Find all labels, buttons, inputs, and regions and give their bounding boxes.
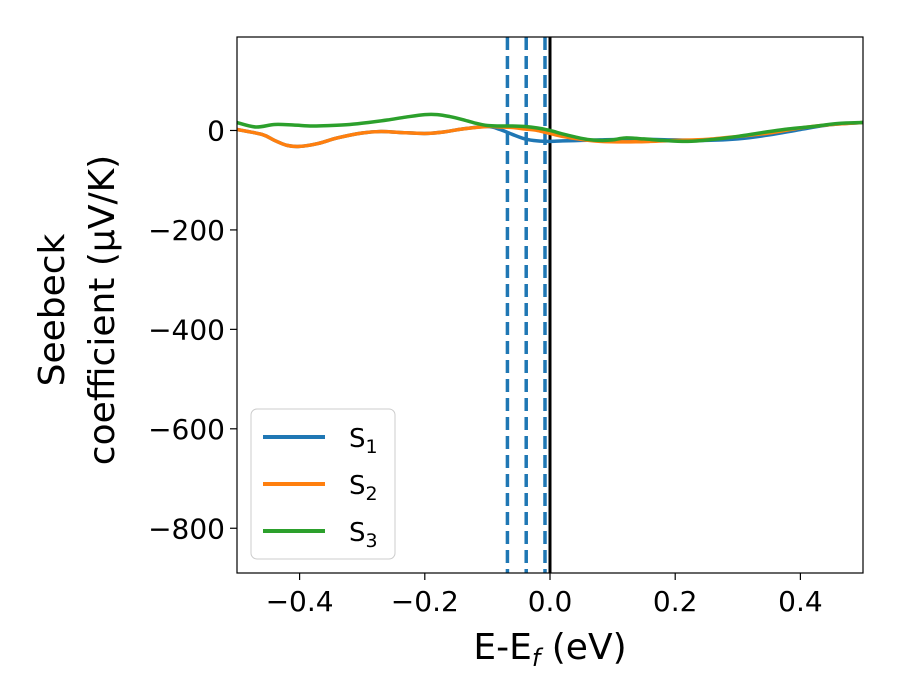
x-axis-ticks: −0.4 −0.2 0.0 0.2 0.4 [266, 573, 823, 618]
x-tick-label: −0.4 [266, 585, 334, 618]
legend: S1 S2 S3 [250, 408, 396, 560]
vertical-markers [505, 37, 552, 573]
x-axis-label: E-Ef (eV) [473, 627, 626, 672]
y-tick-label: −600 [148, 413, 225, 446]
series-line-s3 [237, 112, 863, 144]
y-tick-label: −200 [148, 214, 225, 247]
x-tick-label: −0.2 [391, 585, 459, 618]
legend-label-s3: S3 [349, 518, 378, 552]
legend-label-s2: S2 [349, 471, 378, 505]
x-tick-label: 0.0 [528, 585, 573, 618]
y-axis-label-line1: Seebeck [32, 233, 73, 386]
legend-label-s1: S1 [349, 424, 378, 458]
y-axis-ticks: 0 −200 −400 −600 −800 [148, 114, 237, 545]
x-tick-label: 0.4 [778, 585, 823, 618]
y-tick-label: −400 [148, 313, 225, 346]
y-tick-label: −800 [148, 512, 225, 545]
series-lines [237, 112, 863, 149]
y-tick-label: 0 [207, 114, 225, 147]
x-tick-label: 0.2 [653, 585, 698, 618]
y-axis-label-line2: coefficient (μV/K) [82, 155, 123, 465]
